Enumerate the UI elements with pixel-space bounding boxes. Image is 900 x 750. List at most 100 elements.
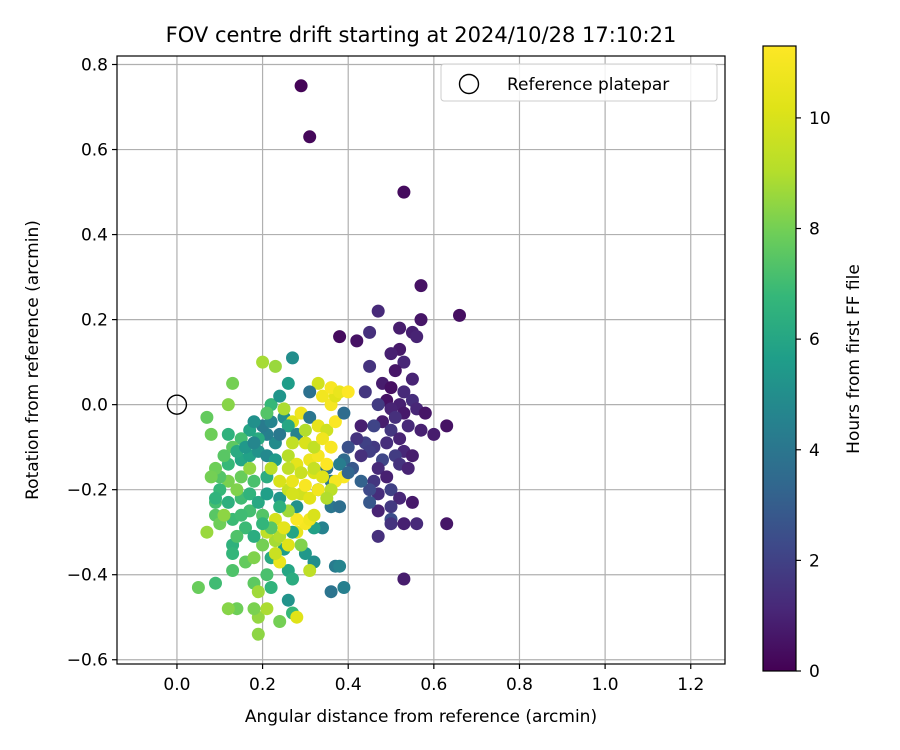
data-point <box>397 355 411 369</box>
data-point <box>247 529 261 543</box>
data-point <box>260 487 274 501</box>
data-point <box>221 427 235 441</box>
y-tick-label: −0.6 <box>67 651 108 671</box>
colorbar-tick-label: 2 <box>809 551 820 571</box>
data-point <box>371 529 385 543</box>
colorbar-tick-label: 6 <box>809 330 820 350</box>
data-point <box>427 427 441 441</box>
colorbar-tick-label: 4 <box>809 441 820 461</box>
data-point <box>384 483 398 497</box>
data-point <box>311 483 325 497</box>
data-point <box>393 432 407 446</box>
data-point <box>277 402 291 416</box>
data-point <box>418 406 432 420</box>
data-point <box>281 449 295 463</box>
data-point <box>217 449 231 463</box>
data-point <box>440 517 454 531</box>
data-point <box>268 359 282 373</box>
data-point <box>384 347 398 361</box>
data-point <box>273 500 287 514</box>
data-point <box>358 385 372 399</box>
data-point <box>320 457 334 471</box>
legend-reference-marker <box>458 73 480 95</box>
x-tick-label: 1.0 <box>592 675 619 695</box>
data-point <box>247 602 261 616</box>
data-point <box>307 508 321 522</box>
data-point <box>320 491 334 505</box>
data-point <box>260 406 274 420</box>
data-point <box>234 508 248 522</box>
data-point <box>384 381 398 395</box>
data-point <box>388 364 402 378</box>
data-point <box>294 466 308 480</box>
data-point <box>397 517 411 531</box>
data-point <box>256 538 270 552</box>
x-axis-label: Angular distance from reference (arcmin) <box>245 707 597 727</box>
y-axis-ticks: −0.6 −0.4 −0.2 0.0 0.2 0.4 0.6 0.8 <box>67 56 117 671</box>
data-point <box>230 483 244 497</box>
data-point <box>384 517 398 531</box>
data-point <box>316 389 329 403</box>
data-point <box>200 525 214 539</box>
data-point <box>333 559 347 573</box>
data-point <box>307 461 321 475</box>
data-point <box>316 432 329 446</box>
y-tick-label: 0.0 <box>81 396 108 416</box>
y-tick-label: 0.2 <box>81 311 108 331</box>
data-point <box>286 351 299 365</box>
data-point <box>273 615 287 628</box>
data-point <box>341 385 355 399</box>
plot-frame <box>116 55 726 665</box>
data-point <box>286 572 299 586</box>
x-tick-label: 1.2 <box>677 675 704 695</box>
data-point <box>243 461 257 475</box>
legend-box <box>440 63 718 102</box>
data-point <box>260 568 274 582</box>
data-point <box>286 474 299 488</box>
data-point <box>401 419 415 433</box>
data-point <box>264 461 278 475</box>
data-point <box>354 449 368 463</box>
data-point <box>397 385 411 399</box>
data-point <box>337 581 351 594</box>
x-axis-ticks: 0.0 0.2 0.4 0.6 0.8 1.0 1.2 <box>163 664 704 695</box>
data-point <box>268 547 282 560</box>
data-point <box>397 185 411 199</box>
data-point <box>298 478 312 492</box>
data-point <box>405 449 419 463</box>
data-point <box>281 538 295 552</box>
data-point <box>221 602 235 616</box>
data-point <box>221 495 235 509</box>
data-point <box>350 432 364 446</box>
data-point <box>226 547 240 560</box>
data-point <box>393 321 407 335</box>
data-point <box>316 470 329 484</box>
data-point <box>414 423 428 437</box>
legend: Reference platepar <box>440 63 718 102</box>
colorbar: 0 2 4 6 8 10 Hours from first FF file <box>762 45 864 682</box>
data-point <box>290 610 304 624</box>
data-point <box>230 529 244 543</box>
data-point <box>221 398 235 412</box>
data-point <box>311 376 325 390</box>
data-point <box>191 581 205 594</box>
data-point <box>247 415 261 429</box>
data-point <box>410 330 424 344</box>
colorbar-gradient <box>762 45 797 672</box>
reference-platepar-point <box>166 394 188 415</box>
data-point <box>226 376 240 390</box>
data-point <box>371 461 385 475</box>
data-point <box>414 313 428 327</box>
data-point <box>397 572 411 586</box>
data-point <box>371 398 385 412</box>
y-tick-label: 0.4 <box>81 226 108 246</box>
data-point <box>354 419 368 433</box>
data-point <box>341 466 355 480</box>
colorbar-ticks: 0 2 4 6 8 10 <box>796 109 831 682</box>
data-point <box>204 470 218 484</box>
reference-marker <box>166 394 188 415</box>
x-tick-label: 0.6 <box>420 675 447 695</box>
data-point <box>281 593 295 607</box>
colorbar-tick-label: 0 <box>809 662 820 682</box>
